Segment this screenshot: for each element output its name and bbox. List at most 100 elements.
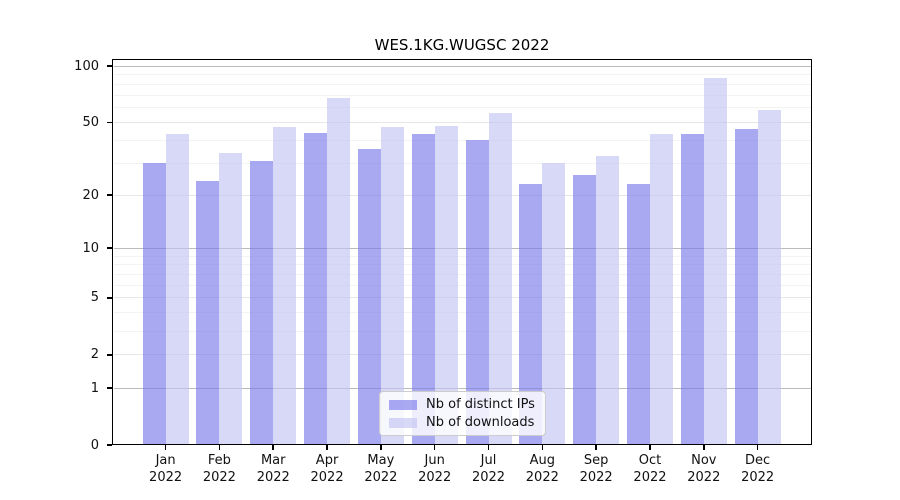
legend-item-downloads: Nb of downloads [389, 415, 536, 430]
x-tick-mark [218, 445, 221, 450]
y-tick-label: 10 [82, 240, 99, 256]
gridline-minor [113, 273, 811, 275]
x-tick-label-jul: Jul 2022 [461, 452, 517, 486]
bar-downloads-jan [165, 134, 189, 445]
x-tick-mark [703, 445, 705, 450]
month-label: Jun [424, 453, 445, 468]
year-label: 2022 [364, 470, 398, 485]
year-label: 2022 [525, 470, 559, 485]
year-label: 2022 [687, 470, 721, 485]
gridline-minor [113, 162, 811, 164]
x-tick-label-nov: Nov 2022 [676, 452, 732, 486]
year-label: 2022 [741, 470, 775, 485]
y-tick-mark [107, 354, 112, 356]
gridline-minor [113, 312, 811, 314]
y-tick-label: 2 [90, 347, 99, 363]
bar-distinct-ips-may [357, 148, 381, 445]
legend-item-distinct-ips: Nb of distinct IPs [389, 397, 536, 412]
x-tick-mark [433, 445, 436, 450]
year-label: 2022 [471, 470, 506, 485]
gridline-minor [113, 330, 811, 332]
year-label: 2022 [418, 470, 452, 485]
legend-label-distinct-ips: Nb of distinct IPs [426, 397, 535, 412]
bar-downloads-jul [488, 113, 512, 445]
year-label: 2022 [149, 470, 183, 485]
x-tick-label-mar: Mar 2022 [245, 452, 301, 486]
x-tick-label-may: May 2022 [353, 452, 409, 486]
year-label: 2022 [202, 470, 236, 485]
x-tick-mark [326, 445, 328, 450]
bar-distinct-ips-jun [411, 134, 435, 445]
y-tick-label: 1 [90, 380, 99, 396]
chart-title: WES.1KG.WUGSC 2022 [374, 36, 550, 54]
gridline-major [113, 354, 811, 356]
gridline-minor [113, 255, 811, 257]
bar-distinct-ips-aug [519, 184, 543, 445]
bar-downloads-feb [219, 153, 243, 445]
year-label: 2022 [310, 470, 344, 485]
bar-distinct-ips-dec [734, 129, 758, 445]
x-tick-label-jan: Jan 2022 [138, 452, 194, 486]
bar-downloads-oct [649, 134, 673, 445]
gridline-minor [113, 107, 811, 109]
bar-downloads-aug [542, 163, 566, 445]
gridline-major [113, 297, 811, 299]
bar-downloads-apr [327, 97, 351, 445]
x-tick-mark [487, 445, 490, 450]
y-tick-mark [107, 387, 112, 389]
month-label: Mar [260, 453, 286, 468]
y-tick-label: 50 [82, 114, 99, 130]
gridline-decade [113, 65, 811, 67]
x-tick-label-aug: Aug 2022 [514, 452, 570, 486]
x-tick-mark [595, 445, 597, 450]
y-tick-label: 100 [74, 58, 99, 74]
x-tick-mark [272, 445, 275, 450]
year-label: 2022 [256, 470, 290, 485]
gridline-minor [113, 284, 811, 286]
legend-label-downloads: Nb of downloads [426, 415, 535, 430]
x-tick-mark [649, 445, 651, 450]
bar-distinct-ips-oct [626, 184, 650, 445]
legend-box: Nb of distinct IPs Nb of downloads [379, 391, 546, 436]
x-tick-label-feb: Feb 2022 [191, 452, 247, 486]
x-tick-label-jun: Jun 2022 [407, 452, 463, 486]
gridline-minor [113, 74, 811, 76]
plot-frame [112, 58, 812, 445]
y-tick-mark [107, 444, 112, 446]
bar-downloads-jun [434, 125, 458, 445]
gridline-decade [113, 387, 811, 389]
month-label: Jan [155, 453, 176, 468]
bar-distinct-ips-sep [573, 174, 597, 445]
gridline-major [113, 194, 811, 196]
month-label: Sep [583, 453, 609, 468]
month-label: May [367, 453, 395, 468]
y-tick-mark [107, 247, 112, 249]
y-tick-mark [107, 65, 112, 68]
year-label: 2022 [579, 470, 613, 485]
x-tick-mark [756, 445, 759, 450]
gridline-minor [113, 139, 811, 141]
x-tick-mark [541, 445, 544, 450]
month-label: Dec [745, 453, 771, 468]
gridline-major [113, 121, 811, 123]
x-tick-mark [380, 445, 382, 450]
bar-distinct-ips-nov [680, 134, 704, 445]
gridline-minor [113, 264, 811, 266]
legend-swatch-downloads-icon [389, 417, 417, 428]
y-tick-label: 5 [90, 290, 99, 306]
x-tick-label-dec: Dec 2022 [730, 452, 786, 486]
x-tick-label-sep: Sep 2022 [568, 452, 624, 486]
y-tick-label: 20 [82, 187, 99, 203]
y-tick-label: 0 [90, 437, 99, 453]
bar-downloads-dec [757, 110, 781, 445]
month-label: Oct [638, 453, 662, 468]
month-label: Nov [691, 453, 717, 468]
bar-downloads-sep [596, 155, 620, 445]
y-tick-mark [107, 194, 112, 196]
x-tick-mark [164, 445, 167, 450]
bar-distinct-ips-jan [142, 163, 166, 445]
gridline-minor [113, 83, 811, 85]
y-tick-mark [107, 121, 112, 124]
bar-distinct-ips-feb [196, 180, 220, 445]
